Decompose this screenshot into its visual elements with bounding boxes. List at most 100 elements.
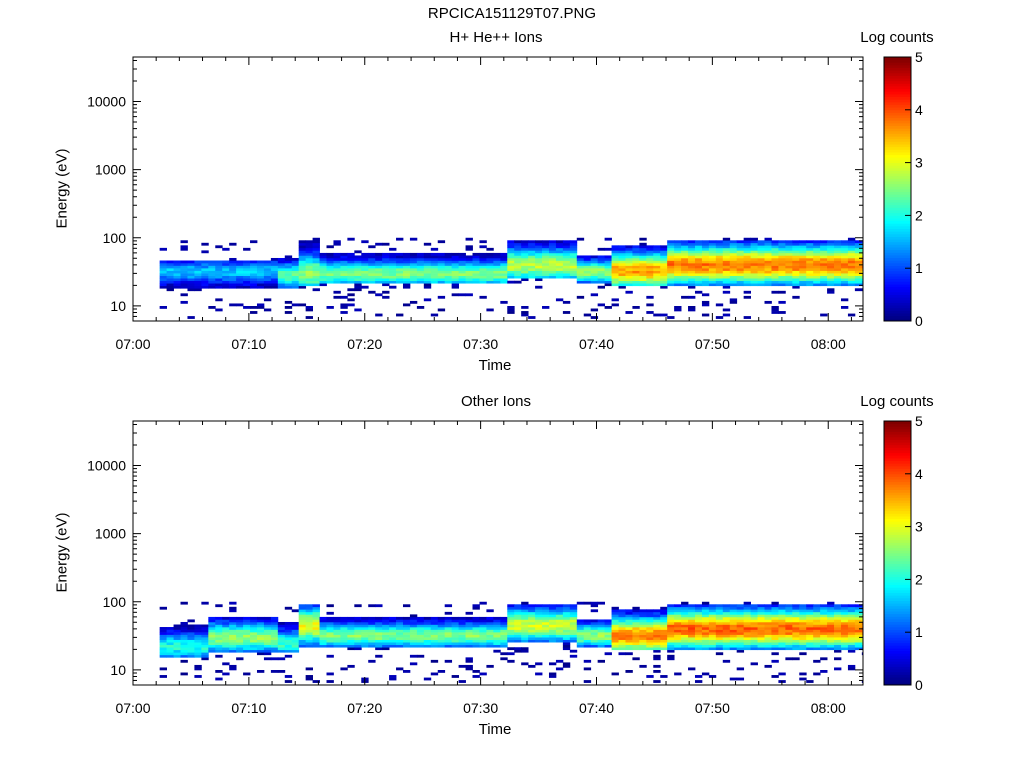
heatmap-cell bbox=[757, 624, 765, 628]
heatmap-cell bbox=[354, 632, 362, 635]
heatmap-cell bbox=[409, 273, 418, 276]
heatmap-cell bbox=[743, 639, 751, 643]
heatmap-cell bbox=[535, 270, 543, 274]
heatmap-cell bbox=[611, 624, 619, 628]
heatmap-cell bbox=[291, 639, 300, 643]
heatmap-cell bbox=[820, 637, 828, 640]
heatmap-cell bbox=[729, 634, 738, 638]
heatmap-cell bbox=[743, 295, 751, 299]
heatmap-cell bbox=[625, 619, 633, 623]
heatmap-cell bbox=[375, 252, 383, 256]
heatmap-cell bbox=[340, 295, 348, 299]
heatmap-cell bbox=[479, 268, 487, 271]
colorbar-band bbox=[884, 144, 911, 148]
heatmap-cell bbox=[528, 240, 536, 244]
heatmap-cell bbox=[521, 313, 529, 317]
heatmap-cell bbox=[555, 637, 564, 640]
heatmap-cell bbox=[396, 667, 404, 671]
heatmap-cell bbox=[778, 611, 786, 615]
heatmap-cell bbox=[347, 293, 355, 297]
heatmap-cell bbox=[834, 667, 842, 671]
heatmap-cell bbox=[625, 311, 633, 314]
heatmap-cell bbox=[750, 280, 758, 284]
heatmap-cell bbox=[382, 270, 390, 274]
heatmap-cell bbox=[778, 290, 786, 294]
heatmap-cell bbox=[778, 273, 786, 276]
heatmap-cell bbox=[229, 619, 237, 623]
heatmap-cell bbox=[854, 242, 863, 246]
heatmap-cell bbox=[263, 275, 272, 279]
heatmap-cell bbox=[778, 268, 786, 271]
heatmap-cell bbox=[284, 273, 293, 276]
heatmap-cell bbox=[284, 278, 293, 282]
heatmap-cell bbox=[799, 642, 807, 646]
heatmap-cell bbox=[277, 632, 286, 635]
heatmap-cell bbox=[792, 614, 800, 618]
heatmap-cell bbox=[521, 627, 529, 630]
heatmap-cell bbox=[771, 629, 779, 633]
heatmap-cell bbox=[715, 616, 724, 620]
heatmap-cell bbox=[660, 634, 668, 638]
heatmap-cell bbox=[722, 619, 731, 623]
heatmap-cell bbox=[423, 257, 432, 261]
heatmap-cell bbox=[256, 639, 265, 643]
heatmap-cell bbox=[166, 632, 174, 635]
heatmap-cell bbox=[569, 619, 578, 623]
heatmap-cell bbox=[437, 280, 446, 284]
heatmap-cell bbox=[277, 265, 286, 269]
heatmap-cell bbox=[444, 629, 453, 633]
colorbar-band bbox=[884, 452, 911, 456]
heatmap-cell bbox=[298, 268, 307, 271]
heatmap-cell bbox=[187, 647, 195, 651]
colorbar-band bbox=[884, 523, 911, 527]
heatmap-cell bbox=[229, 642, 237, 646]
heatmap-cell bbox=[715, 624, 724, 628]
heatmap-cell bbox=[159, 627, 167, 630]
heatmap-cell bbox=[729, 637, 738, 640]
heatmap-cell bbox=[159, 273, 167, 276]
heatmap-cell bbox=[701, 619, 710, 623]
colorbar-band bbox=[884, 233, 911, 237]
heatmap-cell bbox=[298, 637, 307, 640]
heatmap-cell bbox=[409, 278, 418, 282]
heatmap-cell bbox=[277, 657, 286, 661]
heatmap-cell bbox=[618, 621, 626, 625]
heatmap-cell bbox=[820, 606, 828, 610]
heatmap-cell bbox=[667, 250, 675, 254]
colorbar-band bbox=[884, 537, 911, 541]
heatmap-cell bbox=[792, 647, 800, 651]
heatmap-cell bbox=[270, 642, 279, 646]
heatmap-cell bbox=[375, 260, 383, 264]
heatmap-cell bbox=[847, 275, 856, 279]
heatmap-cell bbox=[743, 642, 751, 646]
heatmap-cell bbox=[284, 606, 293, 610]
heatmap-cell bbox=[312, 614, 320, 618]
heatmap-cell bbox=[444, 624, 453, 628]
heatmap-cell bbox=[486, 278, 494, 282]
heatmap-cell bbox=[694, 627, 703, 630]
heatmap-cell bbox=[701, 672, 710, 676]
heatmap-cell bbox=[180, 278, 188, 282]
heatmap-cell bbox=[528, 664, 536, 668]
heatmap-cell bbox=[681, 250, 689, 254]
heatmap-cell bbox=[632, 657, 640, 661]
heatmap-cell bbox=[667, 604, 675, 608]
heatmap-cell bbox=[437, 252, 446, 256]
heatmap-cell bbox=[507, 627, 515, 630]
heatmap-cell bbox=[834, 644, 842, 648]
heatmap-cell bbox=[555, 632, 564, 635]
heatmap-cell bbox=[166, 637, 174, 640]
heatmap-cell bbox=[319, 275, 327, 279]
heatmap-cell bbox=[618, 250, 626, 254]
heatmap-cell bbox=[444, 275, 453, 279]
heatmap-cell bbox=[729, 252, 738, 256]
heatmap-cell bbox=[236, 627, 244, 630]
colorbar-tick-label: 0 bbox=[915, 313, 923, 329]
heatmap-cell bbox=[806, 647, 814, 651]
heatmap-cell bbox=[722, 252, 731, 256]
heatmap-cell bbox=[270, 627, 279, 630]
heatmap-cell bbox=[166, 278, 174, 282]
heatmap-cell bbox=[159, 275, 167, 279]
heatmap-cell bbox=[396, 275, 404, 279]
heatmap-cell bbox=[347, 270, 355, 274]
